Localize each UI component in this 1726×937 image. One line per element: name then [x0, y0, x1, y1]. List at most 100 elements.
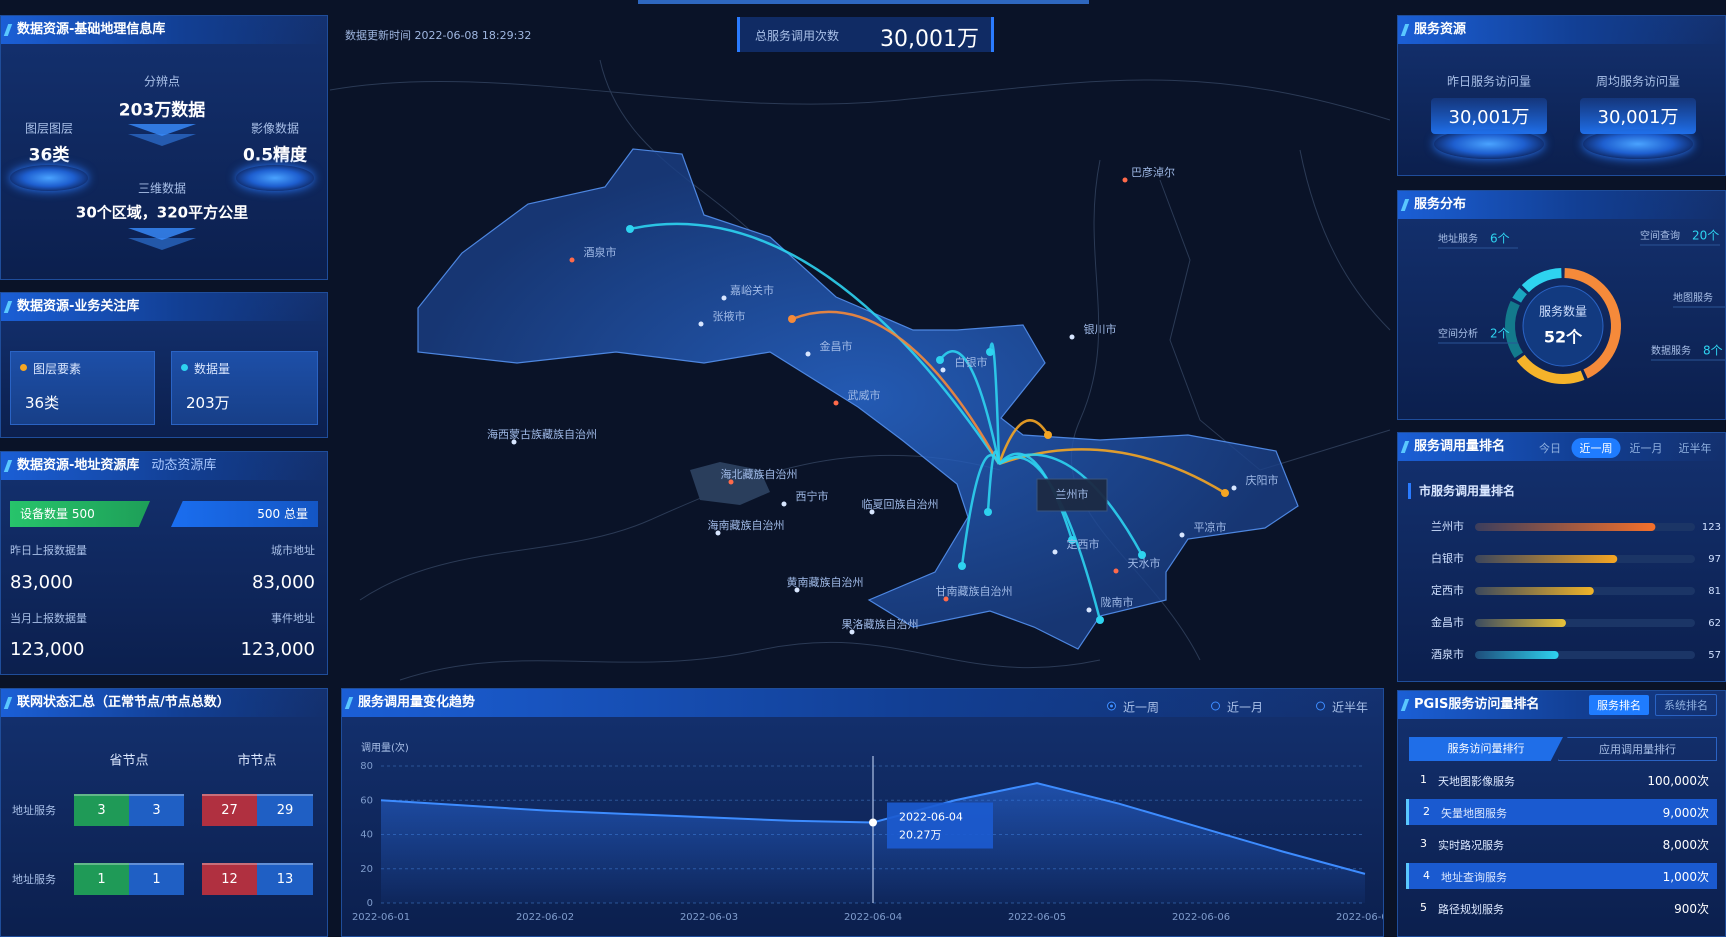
value-label: 81 — [1708, 586, 1721, 597]
panel-title: 数据资源-业务关注库 — [1, 293, 327, 321]
row-label: 当月上报数据量 — [10, 612, 87, 625]
chevron — [128, 228, 196, 240]
bar-label: 兰州市 — [1431, 519, 1464, 533]
donut-segment — [1512, 287, 1527, 303]
platform — [236, 165, 314, 191]
city-dot — [943, 596, 949, 602]
point — [869, 818, 877, 827]
item-label: 周均服务访问量 — [1595, 74, 1681, 89]
city-dot — [1179, 532, 1185, 538]
city-label: 临夏回族自治州 — [862, 497, 939, 511]
segment-label: 空间查询 — [1640, 229, 1680, 242]
flow-end — [958, 562, 966, 570]
device-bar: 设备数量 500 — [10, 501, 150, 527]
flow-end — [788, 315, 796, 323]
province-shape — [417, 148, 1299, 650]
city-label: 海北藏族自治州 — [721, 467, 798, 481]
city-label: 白银市 — [955, 355, 988, 369]
subtab[interactable]: 应用调用量排行 — [1558, 737, 1717, 761]
geo-panel: 数据资源-基础地理信息库 分辨点 203万数据 图层图层 36类 影像数据 0.5精度 三维… — [0, 15, 328, 280]
total-bar: 500 总量 — [171, 501, 318, 527]
row-label: 地址服务 — [12, 804, 56, 817]
item-value: 30,001万 — [1431, 98, 1547, 134]
city-label: 巴彦淖尔 — [1131, 165, 1175, 179]
rank-number: 4 — [1423, 869, 1430, 882]
node-count: 1 — [74, 863, 129, 895]
bar-label: 定西市 — [1431, 583, 1464, 597]
subtab[interactable]: 服务访问量排行 — [1409, 737, 1563, 761]
city-dot — [569, 257, 575, 263]
service-value: 100,000次 — [1647, 774, 1709, 788]
tooltip-date: 2022-06-04 — [899, 811, 963, 824]
segment-value: 2个 — [1490, 327, 1510, 341]
panel-title: 联网状态汇总（正常节点/节点总数） — [1, 689, 327, 717]
row-label: 昨日上报数据量 — [10, 544, 87, 557]
bar-label: 白银市 — [1431, 551, 1464, 565]
segment-label: 数据服务 — [1651, 344, 1691, 357]
bar — [1475, 587, 1594, 595]
rank-number: 1 — [1420, 773, 1427, 786]
city-label: 张掖市 — [713, 309, 746, 323]
item-value: 36类 — [28, 145, 70, 166]
x-tick-label: 2022-06-05 — [1008, 912, 1066, 923]
service-value: 1,000次 — [1662, 870, 1709, 884]
panel-title: 服务调用量变化趋势 — [342, 689, 1383, 717]
row-value: 83,000 — [10, 572, 73, 593]
item-label: 影像数据 — [250, 121, 300, 136]
tile-icon — [20, 364, 27, 371]
rank-row: 2 矢量地图服务 9,000次 — [1406, 799, 1717, 825]
chevron — [128, 238, 196, 250]
rank-tab[interactable]: 服务排名 — [1589, 695, 1649, 715]
value-label: 57 — [1708, 650, 1721, 661]
value-label: 123 — [1702, 522, 1721, 533]
city-dot — [698, 321, 704, 327]
item-value: 30个区域，320平方公里 — [75, 203, 249, 222]
bar — [1475, 651, 1559, 659]
node-count: 3 — [129, 794, 184, 826]
city-label: 兰州市 — [1056, 487, 1089, 501]
range-tab[interactable]: 近一月 — [1629, 442, 1663, 455]
service-name: 地址查询服务 — [1441, 871, 1507, 884]
network-panel: 联网状态汇总（正常节点/节点总数） 省节点 市节点 地址服务 3 3 27 29 地址服务 1 1… — [0, 688, 328, 937]
chevron — [128, 134, 196, 146]
city-label: 武威市 — [848, 388, 881, 402]
rank-tab[interactable]: 系统排名 — [1655, 694, 1717, 716]
range-option[interactable]: 近一周 — [1107, 699, 1159, 716]
panel-title: 服务分布 — [1398, 191, 1725, 219]
row-value: 83,000 — [252, 572, 315, 593]
city-dot — [833, 400, 839, 406]
city-dot — [794, 587, 800, 593]
flow-line — [791, 310, 1001, 465]
city-dot — [781, 501, 787, 507]
value-label: 97 — [1708, 554, 1721, 565]
row-label: 事件地址 — [271, 612, 315, 625]
column-header: 市节点 — [237, 753, 277, 769]
title-tab[interactable]: 动态资源库 — [151, 458, 217, 473]
tile-label: 数据量 — [194, 362, 231, 376]
total-box: 总服务调用次数 30,001万 — [737, 17, 994, 52]
trend-chart: 0 20 40 60 80 2022-06-01 2022-06-02 2022-06-03 2… — [352, 756, 1383, 923]
node-count: 12 — [202, 863, 257, 895]
panel-title: 数据资源-地址资源库 动态资源库 — [1, 452, 327, 480]
node-count: 29 — [257, 794, 313, 826]
city-label: 甘南藏族自治州 — [936, 584, 1013, 598]
city-label: 定西市 — [1067, 537, 1100, 551]
service-name: 实时路况服务 — [1438, 839, 1504, 852]
range-tab[interactable]: 近半年 — [1678, 442, 1712, 455]
flow-end — [1044, 431, 1052, 439]
platform — [1583, 129, 1693, 159]
range-option[interactable]: 近半年 — [1316, 699, 1368, 716]
distribution-panel: 服务分布 空间查询20个地图服务10个数据服务8个空间分析2个地址服务6个服务数… — [1397, 190, 1726, 420]
tooltip-value: 20.27万 — [899, 829, 942, 842]
range-option[interactable]: 近一月 — [1211, 699, 1263, 716]
donut-core — [1522, 285, 1604, 367]
y-tick-label: 20 — [360, 864, 373, 875]
tile-icon — [181, 364, 188, 371]
rank-row: 4 地址查询服务 1,000次 — [1406, 863, 1717, 889]
x-tick-label: 2022-06-04 — [844, 912, 902, 923]
range-tab[interactable]: 近一周 — [1571, 438, 1621, 458]
range-tab[interactable]: 今日 — [1539, 442, 1561, 455]
